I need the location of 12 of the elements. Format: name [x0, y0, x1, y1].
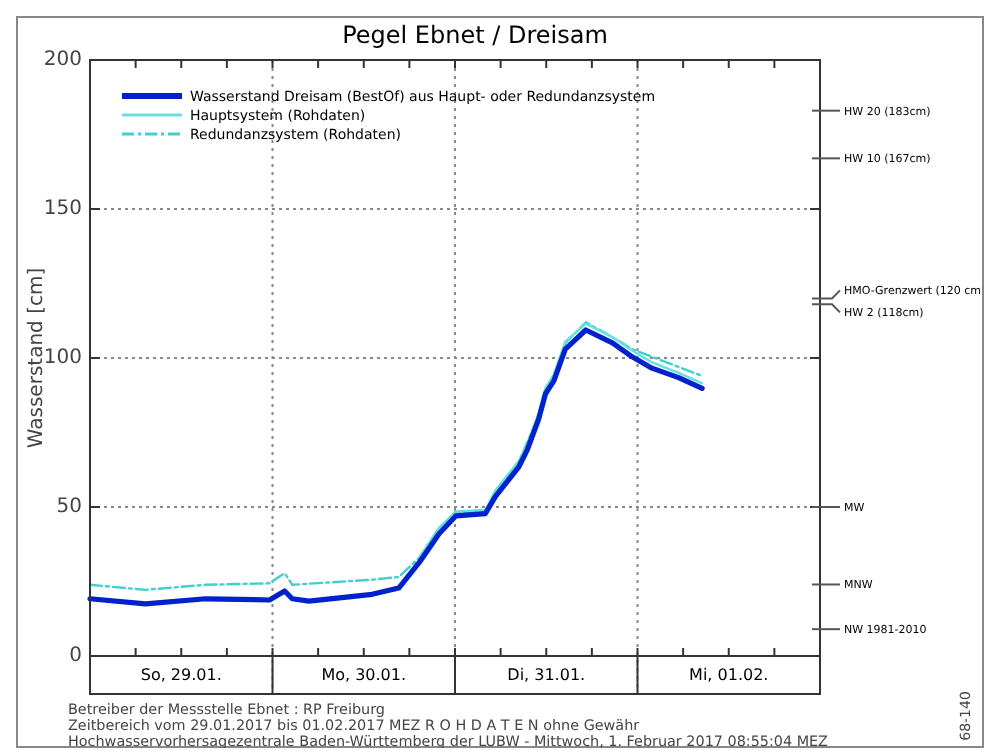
- y-tick-label: 150: [43, 198, 82, 221]
- x-tick-label: Mo, 30.01.: [321, 666, 407, 685]
- x-tick-label: So, 29.01.: [140, 666, 222, 685]
- x-tick-label: Di, 31.01.: [507, 666, 586, 685]
- y-tick-label: 200: [43, 49, 82, 72]
- x-tick-label: Mi, 01.02.: [689, 666, 769, 685]
- y-tick-label: 100: [43, 347, 82, 370]
- y-tick-label: 0: [69, 645, 82, 668]
- y-axis-title: Wasserstand [cm]: [26, 267, 48, 449]
- chart-title: Pegel Ebnet / Dreisam: [342, 20, 608, 49]
- line-series: [418, 322, 704, 559]
- y-tick-label: 50: [56, 496, 82, 519]
